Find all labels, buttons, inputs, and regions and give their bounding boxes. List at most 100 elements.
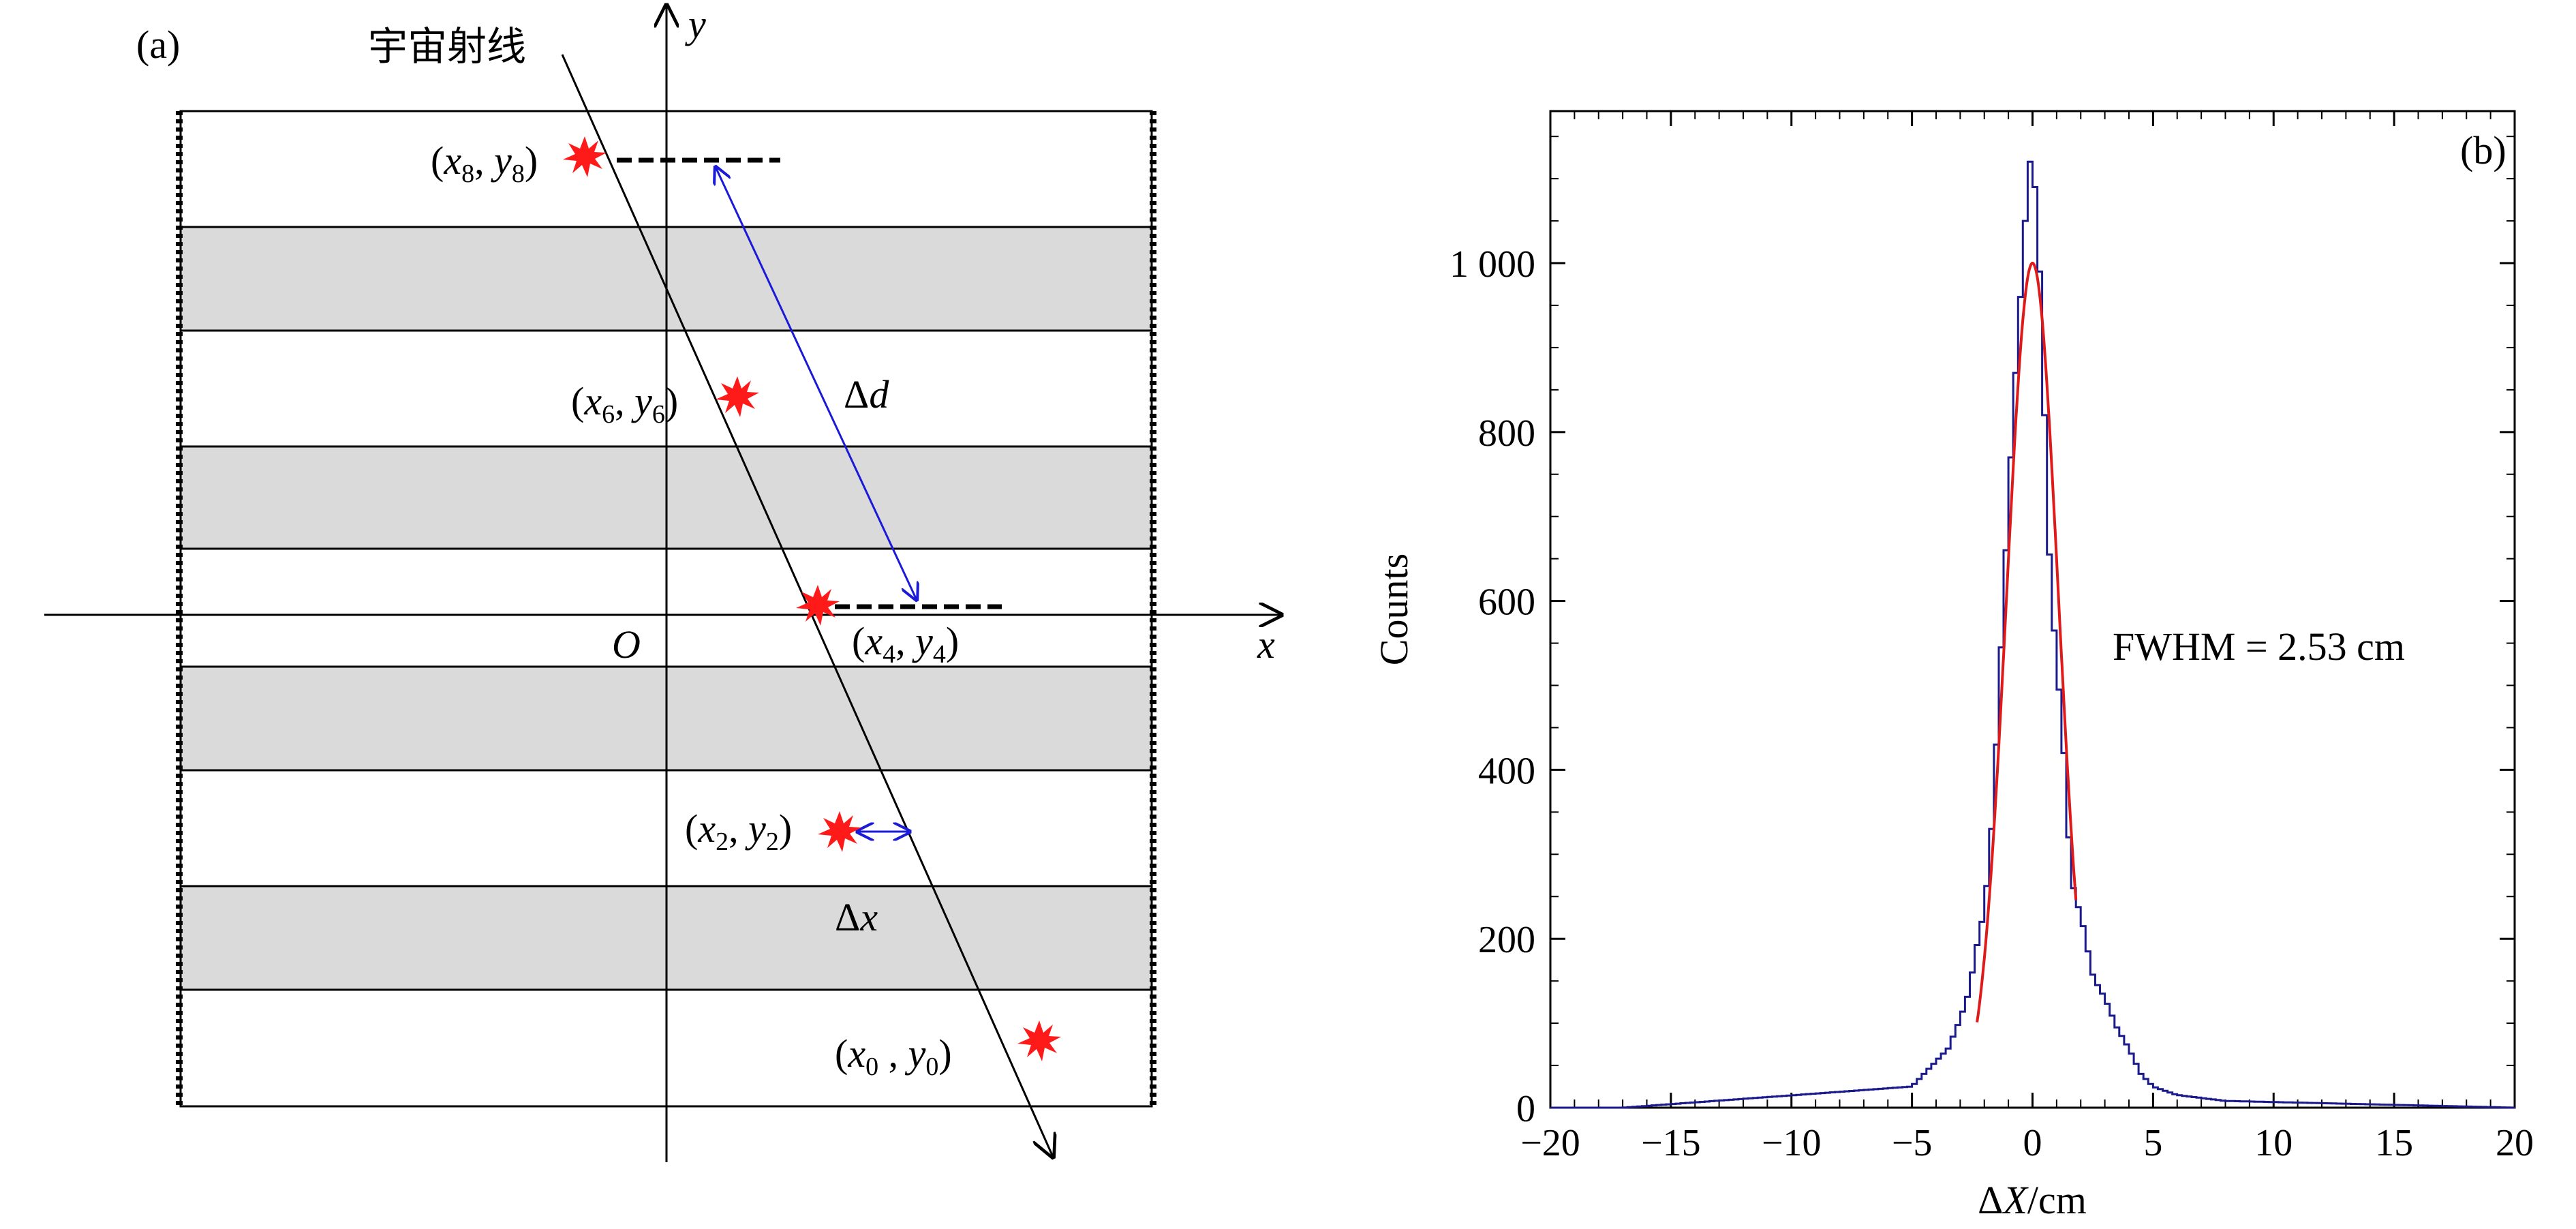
- delta-x-label: Δx: [835, 895, 878, 939]
- y-tick-label: 400: [1478, 750, 1535, 792]
- histogram-bar: [1806, 1094, 1811, 1108]
- histogram-bar: [1782, 1096, 1787, 1108]
- point-label-0: (x0 , y0): [835, 1031, 952, 1081]
- histogram-bar: [1869, 1089, 1873, 1108]
- histogram-bar: [1883, 1089, 1888, 1108]
- histogram-bar: [2119, 1036, 2124, 1108]
- histogram-bar: [1820, 1093, 1825, 1108]
- point-label-8: (x8, y8): [431, 138, 538, 188]
- histogram-bar: [1859, 1090, 1864, 1108]
- histogram-bar: [1936, 1059, 1941, 1108]
- x-tick-label: −5: [1892, 1122, 1933, 1164]
- point-label-2: (x2, y2): [685, 806, 792, 856]
- cosmic-ray-label: 宇宙射线: [368, 25, 526, 69]
- histogram-bar: [2090, 975, 2095, 1108]
- x-tick-label: 5: [2143, 1122, 2162, 1164]
- histogram-bar: [1965, 997, 1969, 1108]
- x-axis-label: x: [1257, 622, 1275, 667]
- hit-6: [716, 376, 759, 417]
- hit-2: [818, 811, 861, 852]
- histogram-bar: [2018, 297, 2023, 1108]
- histogram-bar: [2100, 994, 2105, 1108]
- histogram-bar: [1878, 1089, 1883, 1108]
- x-tick-label: 0: [2023, 1122, 2042, 1164]
- histogram-bar: [1854, 1091, 1859, 1108]
- y-tick-label: 600: [1478, 581, 1535, 624]
- gaussian-fit-curve: [1977, 263, 2076, 1022]
- histogram-bar: [1777, 1096, 1782, 1108]
- histogram-bar: [1850, 1091, 1854, 1108]
- histogram-bar: [2033, 187, 2038, 1108]
- histogram-bar: [1941, 1054, 1946, 1108]
- y-tick-label: 0: [1516, 1088, 1535, 1130]
- histogram-bar: [2023, 221, 2027, 1108]
- x-tick-label: 10: [2254, 1122, 2293, 1164]
- histogram-bar: [1864, 1090, 1869, 1108]
- histogram-bar: [2110, 1016, 2115, 1108]
- histogram-bar: [1767, 1097, 1772, 1108]
- histogram-bar: [2076, 907, 2081, 1108]
- y-tick-label: 800: [1478, 412, 1535, 455]
- histogram-bar: [1796, 1095, 1801, 1108]
- histogram-bar: [1758, 1097, 1762, 1108]
- axis-ticks: [1550, 111, 2515, 1108]
- panel-a-label: (a): [136, 22, 180, 67]
- histogram-bar: [2182, 1096, 2187, 1108]
- histogram-bar: [1748, 1098, 1753, 1108]
- histogram-bar: [1801, 1095, 1806, 1108]
- histogram-bar: [2013, 373, 2018, 1108]
- y-tick-label: 200: [1478, 919, 1535, 961]
- x-axis-title: ΔX/cm: [1978, 1178, 2087, 1222]
- x-tick-label: −10: [1762, 1122, 1822, 1164]
- x-tick-label: −15: [1641, 1122, 1701, 1164]
- panel-b-label: (b): [2460, 128, 2506, 172]
- histogram-bar: [2047, 554, 2052, 1108]
- point-label-4: (x4, y4): [852, 619, 959, 669]
- fwhm-annotation: FWHM = 2.53 cm: [2113, 624, 2405, 669]
- histogram-bar: [2081, 926, 2085, 1108]
- histogram-bar: [1960, 1012, 1965, 1108]
- histogram-bar: [1840, 1092, 1845, 1108]
- histogram-bar: [1830, 1093, 1835, 1108]
- histogram-bar: [1753, 1098, 1758, 1108]
- histogram-bar: [1897, 1087, 1902, 1108]
- histogram-bar: [2158, 1089, 2162, 1108]
- histogram-bar: [1946, 1048, 1950, 1108]
- histogram-bar: [1931, 1064, 1936, 1108]
- histogram-bar: [2177, 1095, 2182, 1108]
- histogram-bar: [1902, 1087, 1907, 1108]
- histogram-bar: [2115, 1027, 2119, 1108]
- histogram-bar: [1762, 1097, 1767, 1108]
- y-axis-title: Counts: [1372, 553, 1416, 665]
- histogram-bar: [2071, 888, 2076, 1108]
- histogram-bar: [1845, 1091, 1850, 1108]
- y-tick-label: 1 000: [1450, 243, 1535, 286]
- x-tick-label: 15: [2375, 1122, 2413, 1164]
- hit-0: [1017, 1020, 1061, 1061]
- histogram-bar: [2095, 985, 2100, 1108]
- x-tick-label: 20: [2496, 1122, 2534, 1164]
- histogram-bar: [2105, 1004, 2110, 1108]
- histogram-bar: [1811, 1094, 1815, 1108]
- y-axis-label: y: [685, 2, 706, 46]
- histogram-bar: [2027, 162, 2032, 1108]
- delta-d-label: Δd: [844, 372, 889, 416]
- histogram-bar: [1892, 1088, 1897, 1108]
- panel-a-detector-diagram: (a) x y O: [44, 2, 1281, 1162]
- histogram-bar: [1888, 1088, 1892, 1108]
- histogram-bar: [1980, 922, 1984, 1108]
- point-label-6: (x6, y6): [571, 379, 678, 429]
- plot-frame: [1550, 111, 2515, 1108]
- histogram-bar: [1835, 1092, 1839, 1108]
- histogram-bar: [1873, 1089, 1878, 1108]
- hit-8: [563, 136, 607, 177]
- histogram-bar: [1825, 1093, 1830, 1108]
- hit-4: [796, 585, 840, 626]
- histogram-bar: [1815, 1093, 1820, 1108]
- origin-label: O: [612, 622, 641, 667]
- histogram-bar: [1772, 1097, 1777, 1108]
- histogram-bar: [2187, 1097, 2192, 1108]
